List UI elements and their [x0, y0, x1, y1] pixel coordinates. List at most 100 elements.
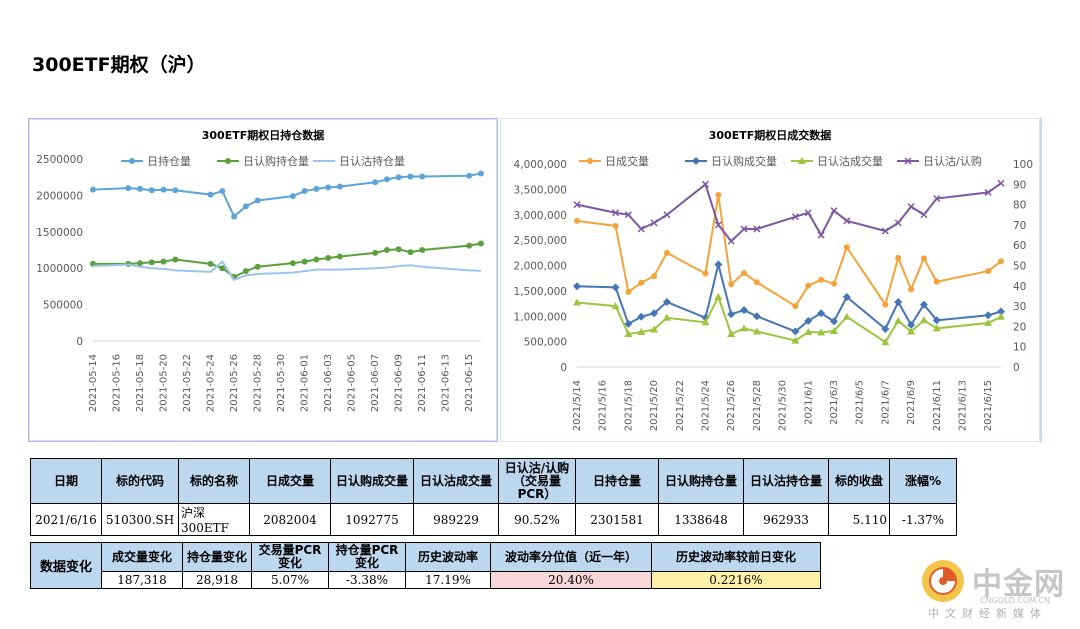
legend-label: 日认购持仓量 [243, 154, 309, 168]
data-point [753, 225, 761, 233]
x-tick-label: 2021-05-28 [253, 354, 264, 412]
y-tick-label: 500000 [43, 300, 83, 312]
x-tick-label: 2021/5/30 [778, 380, 789, 431]
data-point [740, 306, 749, 315]
data-point [985, 268, 992, 275]
data-point [701, 313, 710, 322]
data-point [804, 316, 813, 325]
x-tick-label: 2021-06-07 [370, 354, 381, 412]
data-point [650, 309, 659, 318]
holdings-chart-panel: 300ETF期权日持仓数据 0 500000 1000000 1500000 200000… [28, 118, 498, 442]
x-tick-label: 2021-05-18 [135, 354, 146, 412]
data-point [894, 298, 903, 307]
legend-label: 日认沽持仓量 [339, 154, 405, 168]
table-header-row: 数据变化 成交量变化 持仓量变化 交易量PCR变化 持仓量PCR变化 历史波动率… [30, 542, 821, 589]
data-point [998, 258, 1004, 265]
data-point [624, 319, 633, 328]
chart-title: 300ETF期权日成交数据 [709, 128, 832, 142]
data-point [125, 185, 132, 192]
data-point [920, 211, 928, 219]
data-point [728, 281, 735, 288]
y2-tick-label: 0 [1013, 362, 1020, 374]
y-tick-label: 1000000 [36, 263, 83, 275]
y-tick-label: 500,000 [524, 337, 567, 349]
y-tick-label: 0 [560, 362, 567, 374]
x-tick-label: 2021-05-26 [229, 354, 240, 412]
data-point [701, 180, 710, 188]
x-tick-label: 2021-06-03 [323, 354, 334, 412]
data-point [714, 260, 723, 269]
y2-tick-label: 50 [1013, 261, 1026, 273]
header-put-oi: 日认沽持仓量 [743, 458, 829, 504]
data-point [714, 292, 723, 300]
legend-label: 日持仓量 [147, 154, 191, 168]
data-point [219, 188, 226, 195]
data-point [817, 309, 826, 318]
daily-data-table: 日期 标的代码 标的名称 日成交量 日认购成交量 日认沽成交量 日认沽/认购（交… [30, 458, 957, 536]
data-point [372, 249, 379, 256]
header-close: 标的收盘 [828, 458, 890, 504]
data-point [407, 173, 414, 180]
legend-label: 日成交量 [605, 154, 649, 168]
cell-close: 5.110 [828, 503, 890, 536]
y-tick-label: 4,000,000 [514, 159, 567, 171]
header-hist-vol: 历史波动率 [405, 542, 491, 572]
x-tick-label: 2021-05-24 [206, 354, 217, 412]
x-tick-label: 2021/6/7 [880, 380, 891, 425]
cell-change: -1.37% [889, 503, 957, 536]
cell-hist-vol-change: 0.2216% [651, 571, 821, 589]
legend-swatch-marker [798, 157, 806, 164]
data-point [160, 186, 167, 193]
data-point [715, 191, 722, 198]
legend-label: 日认沽成交量 [817, 154, 883, 168]
data-point [829, 317, 838, 326]
header-change: 涨幅% [889, 458, 957, 504]
data-point [727, 310, 736, 319]
legend-swatch-marker [692, 157, 700, 165]
data-point [919, 300, 928, 309]
cell-call-volume: 1092775 [330, 503, 414, 536]
chart-title: 300ETF期权日持仓数据 [202, 128, 325, 142]
data-point [372, 179, 379, 186]
header-volume-change: 成交量变化 [101, 542, 183, 572]
data-point [843, 217, 851, 225]
x-tick-label: 2021-05-20 [159, 354, 170, 412]
data-point [301, 258, 308, 265]
cell-name: 沪深300ETF [178, 503, 250, 536]
header-volume-pcr: 日认沽/认购（交易量PCR） [498, 458, 576, 504]
data-point [791, 336, 800, 344]
series-line [576, 182, 1002, 243]
header-oi-pcr-change: 持仓量PCR变化 [328, 542, 406, 572]
data-point [637, 327, 646, 335]
data-point [907, 327, 916, 335]
data-point [650, 325, 659, 333]
data-point [219, 265, 226, 272]
data-point [148, 187, 155, 194]
volume-chart: 300ETF期权日成交数据 0 500,000 1,000,000 1,500,000 2… [514, 128, 1034, 431]
header-call-volume: 日认购成交量 [330, 458, 414, 504]
data-point [663, 249, 670, 256]
data-point [984, 311, 993, 320]
data-point [90, 186, 96, 193]
data-point [313, 256, 320, 263]
x-tick-label: 2021/6/1 [803, 380, 814, 425]
header-open-interest: 日持仓量 [575, 458, 659, 504]
data-change-table: 数据变化 成交量变化 持仓量变化 交易量PCR变化 持仓量PCR变化 历史波动率… [30, 542, 821, 589]
data-point [907, 203, 915, 211]
data-point [804, 209, 812, 217]
data-point [843, 244, 850, 251]
x-tick-label: 2021/6/3 [829, 380, 840, 425]
data-point [997, 307, 1005, 316]
cngold-logo-icon [922, 560, 964, 602]
data-point [242, 268, 249, 275]
cell-vol-percentile: 20.40% [490, 571, 652, 589]
x-tick-label: 2021/6/15 [983, 380, 994, 431]
data-point [478, 240, 484, 247]
data-point [817, 231, 825, 239]
x-tick-label: 2021-05-16 [112, 354, 123, 412]
table-row: 2021/6/16 510300.SH 沪深300ETF 2082004 109… [30, 503, 957, 536]
x-tick-label: 2021-06-01 [300, 354, 311, 412]
table-header-row: 日期 标的代码 标的名称 日成交量 日认购成交量 日认沽成交量 日认沽/认购（交… [30, 458, 957, 504]
data-point [325, 184, 332, 191]
data-point [137, 185, 144, 192]
